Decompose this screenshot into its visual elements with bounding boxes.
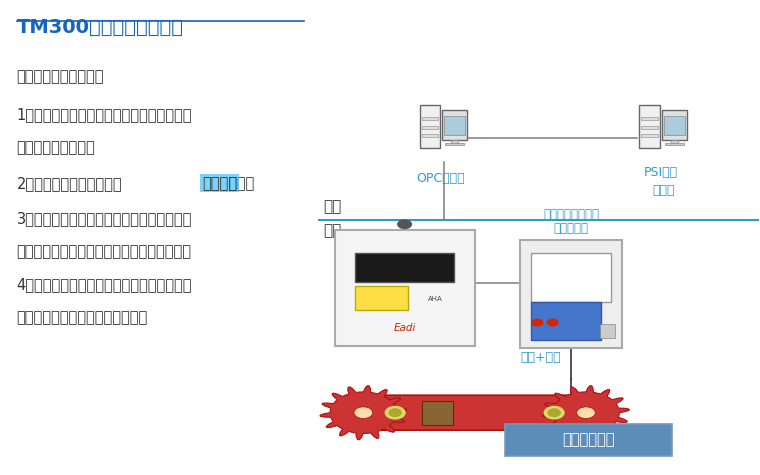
- FancyBboxPatch shape: [355, 253, 454, 282]
- FancyBboxPatch shape: [355, 286, 408, 311]
- Text: 或其他: 或其他: [653, 184, 675, 197]
- FancyBboxPatch shape: [664, 116, 685, 134]
- FancyBboxPatch shape: [505, 424, 672, 456]
- Circle shape: [397, 220, 411, 228]
- Text: 井下: 井下: [323, 223, 341, 238]
- FancyBboxPatch shape: [520, 240, 622, 349]
- Text: 气接口，配合自动拖缆装置工作。: 气接口，配合自动拖缆装置工作。: [17, 310, 147, 325]
- Text: 程操作箱」可以利用摄像头远程操作采煤机；: 程操作箱」可以利用摄像头远程操作采煤机；: [17, 244, 192, 259]
- Text: PSI系统: PSI系统: [644, 166, 678, 179]
- FancyBboxPatch shape: [531, 302, 601, 341]
- Text: 自动拖揽装置: 自动拖揽装置: [562, 433, 615, 447]
- Text: 记忆截割: 记忆截割: [202, 176, 237, 190]
- Text: 控制台位置: 控制台位置: [554, 221, 589, 235]
- Bar: [422, 134, 439, 137]
- Circle shape: [548, 409, 560, 417]
- Bar: [422, 117, 439, 120]
- Text: Eadi: Eadi: [394, 323, 416, 333]
- Circle shape: [577, 407, 595, 418]
- Circle shape: [354, 407, 372, 418]
- Bar: [641, 117, 658, 120]
- Bar: [670, 140, 678, 144]
- Bar: [665, 143, 684, 145]
- Bar: [422, 126, 439, 129]
- Circle shape: [532, 319, 543, 326]
- FancyBboxPatch shape: [366, 395, 583, 430]
- Bar: [600, 324, 615, 338]
- FancyBboxPatch shape: [662, 110, 686, 140]
- Text: 1、采煤机利用有线加无线的方式进行数上传: 1、采煤机利用有线加无线的方式进行数上传: [17, 107, 192, 122]
- FancyBboxPatch shape: [531, 253, 611, 303]
- FancyBboxPatch shape: [639, 105, 660, 148]
- Bar: [641, 126, 658, 129]
- Text: 4、采煤机电控系统预留「自动拖揽装置」电: 4、采煤机电控系统预留「自动拖揽装置」电: [17, 277, 192, 292]
- Text: OPC服务器: OPC服务器: [416, 172, 465, 185]
- Text: 采煤机远程操作箱: 采煤机远程操作箱: [543, 209, 599, 221]
- FancyBboxPatch shape: [422, 401, 454, 425]
- Polygon shape: [543, 386, 629, 440]
- Bar: [451, 140, 458, 144]
- FancyBboxPatch shape: [420, 105, 441, 148]
- Circle shape: [385, 407, 405, 419]
- Text: 程序；: 程序；: [229, 176, 255, 190]
- Text: 2、采煤机电控系统内部有: 2、采煤机电控系统内部有: [17, 176, 122, 190]
- Bar: [445, 143, 464, 145]
- Circle shape: [389, 409, 401, 417]
- FancyBboxPatch shape: [334, 230, 475, 346]
- Circle shape: [544, 407, 564, 419]
- Text: 无线+有线: 无线+有线: [521, 352, 561, 364]
- Polygon shape: [320, 386, 407, 440]
- FancyBboxPatch shape: [445, 116, 465, 134]
- Circle shape: [547, 319, 558, 326]
- Bar: [641, 134, 658, 137]
- Text: 3、采煤机电控系统配套有专用的「采煤机远: 3、采煤机电控系统配套有专用的「采煤机远: [17, 211, 192, 226]
- Text: AHA: AHA: [428, 296, 442, 303]
- Text: （大唐解决方案）；: （大唐解决方案）；: [17, 140, 95, 155]
- Text: 地面: 地面: [323, 200, 341, 214]
- Text: 采煤机自动功能介绍：: 采煤机自动功能介绍：: [17, 69, 104, 85]
- FancyBboxPatch shape: [442, 110, 467, 140]
- Text: TM300煎机电控系统方案: TM300煎机电控系统方案: [17, 18, 183, 37]
